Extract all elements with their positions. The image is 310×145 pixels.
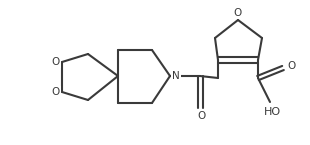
Text: O: O: [287, 61, 295, 71]
Text: N: N: [172, 71, 180, 81]
Text: O: O: [52, 87, 60, 97]
Text: HO: HO: [264, 107, 281, 117]
Text: O: O: [198, 111, 206, 121]
Text: O: O: [52, 57, 60, 67]
Text: O: O: [234, 8, 242, 18]
